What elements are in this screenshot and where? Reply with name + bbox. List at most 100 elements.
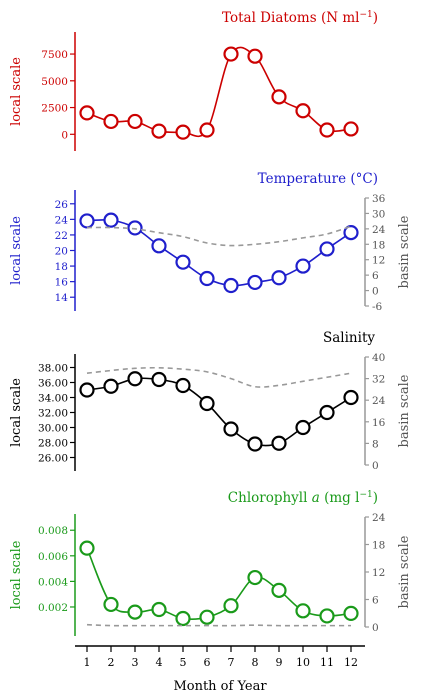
right-tick-label: 24 bbox=[372, 512, 386, 524]
x-tick-label: 8 bbox=[252, 656, 259, 669]
panel-2: Temperature (°C) 14 16 18 20 22 24 26 local scal… bbox=[9, 171, 412, 313]
data-point bbox=[319, 608, 335, 624]
data-point bbox=[247, 436, 263, 452]
left-tick-label: 0.006 bbox=[38, 551, 68, 563]
data-point bbox=[175, 377, 191, 394]
data-point bbox=[295, 103, 311, 119]
data-point bbox=[103, 596, 119, 613]
left-tick-label: 0.002 bbox=[38, 602, 68, 614]
right-tick-label: 24 bbox=[372, 224, 386, 236]
right-tick-label: 24 bbox=[372, 395, 386, 407]
data-point bbox=[103, 113, 119, 130]
left-tick-label: 26.00 bbox=[38, 453, 68, 465]
data-point bbox=[103, 212, 119, 228]
x-tick-label: 5 bbox=[180, 656, 187, 669]
x-tick-label: 4 bbox=[156, 656, 163, 669]
right-tick-label: 8 bbox=[372, 438, 379, 450]
left-tick-label: 14 bbox=[55, 292, 69, 304]
data-point bbox=[319, 404, 335, 421]
data-point bbox=[295, 603, 311, 619]
x-tick-label: 3 bbox=[132, 656, 139, 669]
left-tick-label: 22 bbox=[55, 230, 68, 242]
right-tick-label: 12 bbox=[372, 567, 385, 579]
panel-3: Salinity 26.00 28.00 30.00 32.00 34.00 36.00 38… bbox=[9, 330, 412, 472]
x-tick-label: 7 bbox=[228, 656, 235, 669]
data-point bbox=[343, 224, 359, 241]
x-axis: 1 2 3 4 5 6 7 8 9 10 11 12 Month of Year bbox=[75, 645, 365, 694]
local-series-line bbox=[86, 46, 352, 138]
data-point bbox=[151, 371, 167, 388]
left-tick-label: 2500 bbox=[41, 103, 68, 115]
left-tick-label: 36.00 bbox=[38, 378, 68, 390]
data-point bbox=[127, 371, 143, 387]
basin-series-line bbox=[86, 366, 352, 388]
data-point bbox=[199, 122, 215, 138]
x-tick-label: 2 bbox=[108, 656, 115, 669]
left-tick-label: 7500 bbox=[41, 49, 68, 61]
x-tick-label: 10 bbox=[296, 656, 310, 669]
right-tick-label: 6 bbox=[372, 595, 379, 607]
data-point bbox=[223, 46, 239, 62]
data-point bbox=[247, 274, 263, 291]
right-tick-label: 36 bbox=[372, 193, 386, 205]
data-point bbox=[295, 419, 311, 436]
panel-title: Salinity bbox=[323, 330, 375, 346]
left-tick-label: 5000 bbox=[41, 76, 68, 88]
data-point bbox=[79, 540, 95, 556]
local-series-line bbox=[86, 547, 352, 621]
panel-title: Chlorophyll a (mg l−1) bbox=[228, 490, 378, 506]
left-axis-label: local scale bbox=[9, 216, 24, 285]
data-point bbox=[223, 421, 239, 437]
data-point bbox=[199, 395, 215, 412]
local-series-line bbox=[86, 377, 352, 447]
panel-title: Temperature (°C) bbox=[258, 171, 378, 187]
right-axis-label: basin scale bbox=[397, 535, 412, 608]
left-tick-label: 24 bbox=[55, 214, 69, 226]
right-tick-label: -6 bbox=[372, 301, 383, 313]
x-axis-label: Month of Year bbox=[173, 679, 267, 694]
data-point bbox=[271, 270, 287, 286]
data-point bbox=[223, 598, 239, 614]
left-tick-label: 28.00 bbox=[38, 438, 68, 450]
panel-title: Total Diatoms (N ml−1) bbox=[222, 10, 378, 26]
data-point bbox=[271, 89, 287, 105]
right-tick-label: 0 bbox=[372, 460, 379, 472]
left-tick-label: 38.00 bbox=[38, 363, 68, 375]
right-axis-label: basin scale bbox=[397, 215, 412, 288]
panel-4: Chlorophyll a (mg l−1) 0.002 0.004 0.006 0.0… bbox=[9, 490, 412, 636]
left-tick-label: 0.008 bbox=[38, 525, 68, 537]
left-tick-label: 16 bbox=[55, 277, 69, 289]
data-point bbox=[151, 123, 167, 139]
basin-series-line bbox=[86, 225, 352, 247]
data-point bbox=[175, 610, 191, 627]
left-axis-label: local scale bbox=[9, 378, 24, 447]
data-point bbox=[247, 48, 263, 64]
data-point bbox=[271, 435, 287, 451]
left-tick-label: 0.004 bbox=[38, 576, 68, 588]
x-tick-label: 9 bbox=[276, 656, 283, 669]
data-point bbox=[343, 605, 359, 621]
data-point bbox=[79, 213, 95, 229]
data-point bbox=[271, 582, 287, 598]
data-point bbox=[127, 220, 143, 236]
data-point bbox=[199, 270, 215, 287]
data-point bbox=[175, 254, 191, 270]
data-point bbox=[295, 258, 311, 274]
data-point bbox=[79, 105, 95, 121]
data-point bbox=[127, 113, 143, 130]
data-point bbox=[319, 122, 335, 138]
right-axis-label: basin scale bbox=[397, 374, 412, 447]
x-tick-label: 6 bbox=[204, 656, 211, 669]
left-tick-label: 20 bbox=[55, 246, 68, 258]
right-tick-label: 18 bbox=[372, 239, 385, 251]
x-tick-label: 1 bbox=[84, 656, 91, 669]
left-tick-label: 0 bbox=[61, 129, 68, 141]
left-axis-label: local scale bbox=[9, 57, 24, 126]
data-point bbox=[199, 609, 215, 625]
data-point bbox=[319, 241, 335, 257]
data-point bbox=[343, 121, 359, 137]
data-point bbox=[79, 382, 95, 398]
right-tick-label: 18 bbox=[372, 540, 385, 552]
data-point bbox=[175, 124, 191, 140]
